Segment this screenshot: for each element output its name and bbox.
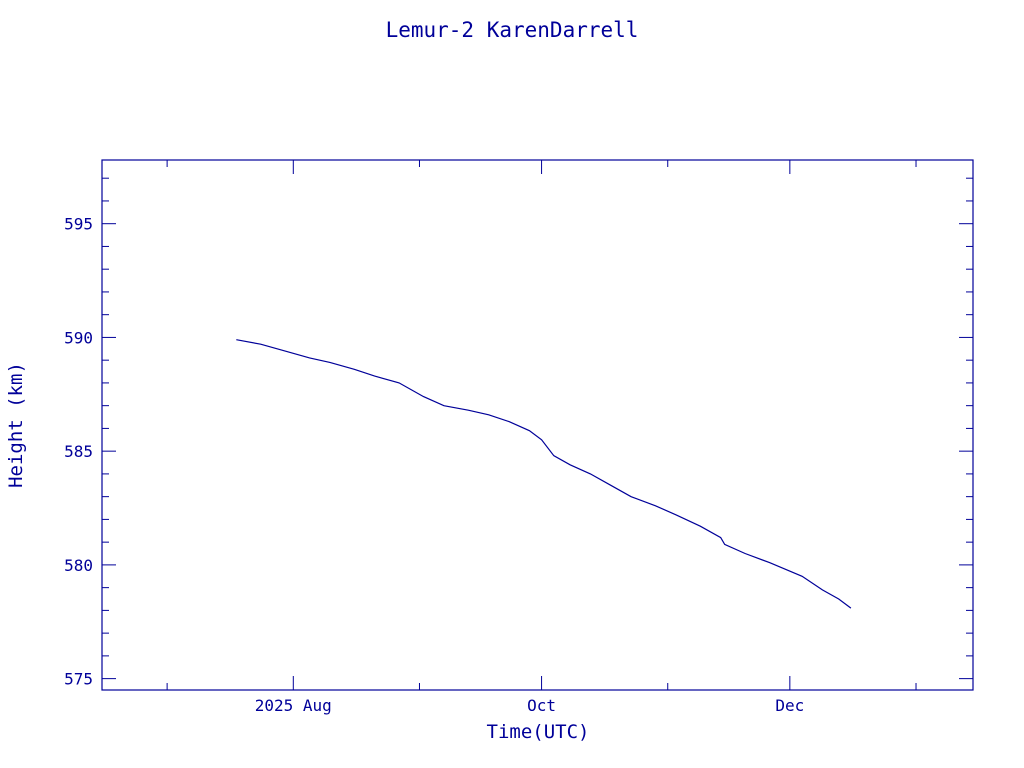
x-axis-label: Time(UTC) xyxy=(487,721,590,743)
x-tick-label: 2025 Aug xyxy=(255,696,332,715)
x-tick-label: Oct xyxy=(527,696,556,715)
axis-tick-labels: 575 580 585 590 595 2025 Aug Oct Dec xyxy=(64,215,804,715)
height-series-line xyxy=(236,339,852,609)
y-axis-label: Height (km) xyxy=(5,362,27,488)
axis-ticks xyxy=(102,160,973,690)
y-tick-label: 580 xyxy=(64,556,93,575)
y-tick-label: 590 xyxy=(64,328,93,347)
plot-frame xyxy=(101,159,974,691)
y-tick-label: 595 xyxy=(64,215,93,234)
y-tick-label: 585 xyxy=(64,442,93,461)
chart-title: Lemur-2 KarenDarrell xyxy=(386,18,639,42)
x-tick-label: Dec xyxy=(775,696,804,715)
y-tick-label: 575 xyxy=(64,670,93,689)
